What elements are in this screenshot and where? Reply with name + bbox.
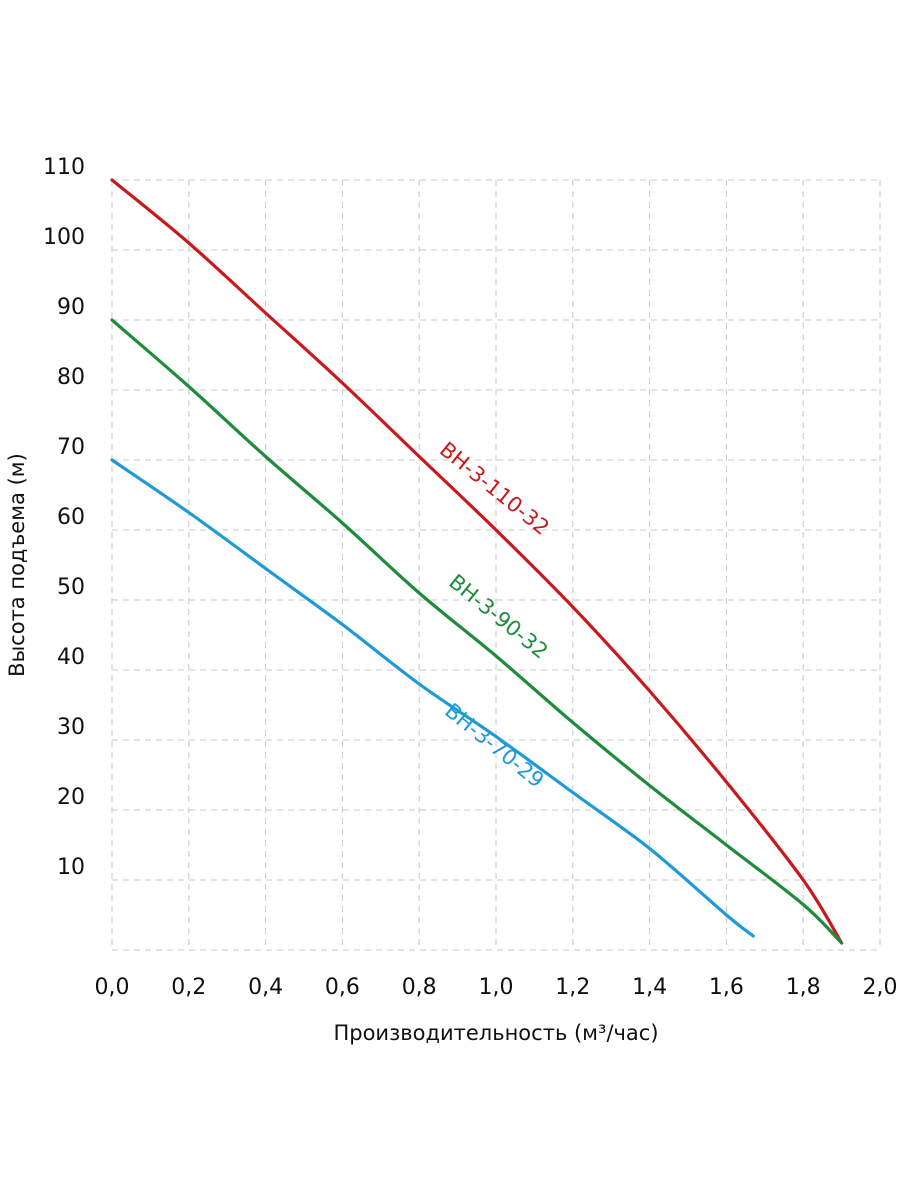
x-tick-label: 1,8: [786, 975, 821, 1000]
x-tick-label: 0,2: [171, 975, 206, 1000]
y-tick-label: 50: [57, 575, 85, 600]
grid: [111, 179, 881, 951]
y-tick-label: 90: [57, 295, 85, 320]
x-axis-title: Производительность (м³/час): [333, 1021, 658, 1045]
series-lines: [110, 178, 844, 945]
y-tick-label: 40: [57, 645, 85, 670]
x-axis-tick-labels: 0,0 0,2 0,4 0,6 0,8 1,0 1,2 1,4 1,6 1,8 2,0: [95, 975, 898, 1000]
y-tick-label: 30: [57, 715, 85, 740]
x-tick-label: 1,4: [632, 975, 667, 1000]
y-tick-label: 10: [57, 855, 85, 880]
y-tick-label: 60: [57, 505, 85, 530]
x-tick-label: 0,0: [95, 975, 130, 1000]
x-tick-label: 0,8: [402, 975, 437, 1000]
x-tick-label: 1,2: [555, 975, 590, 1000]
x-tick-label: 0,6: [325, 975, 360, 1000]
series-label-2: ВН-3-90-32: [444, 570, 552, 664]
y-axis-title: Высота подъема (м): [5, 453, 29, 677]
series-label-3: ВН-3-70-29: [440, 699, 548, 793]
x-tick-label: 1,6: [709, 975, 744, 1000]
x-tick-label: 1,0: [479, 975, 514, 1000]
y-tick-label: 70: [57, 435, 85, 460]
y-tick-label: 80: [57, 365, 85, 390]
series-line-2: [110, 318, 844, 945]
series-line-3: [110, 458, 755, 938]
y-tick-label: 20: [57, 785, 85, 810]
y-axis-tick-labels: 10 20 30 40 50 60 70 80 90 100 110: [43, 155, 85, 880]
y-tick-label: 100: [43, 225, 85, 250]
series-line-1: [110, 178, 844, 945]
x-tick-label: 0,4: [248, 975, 283, 1000]
y-tick-label: 110: [43, 155, 85, 180]
x-tick-label: 2,0: [863, 975, 898, 1000]
